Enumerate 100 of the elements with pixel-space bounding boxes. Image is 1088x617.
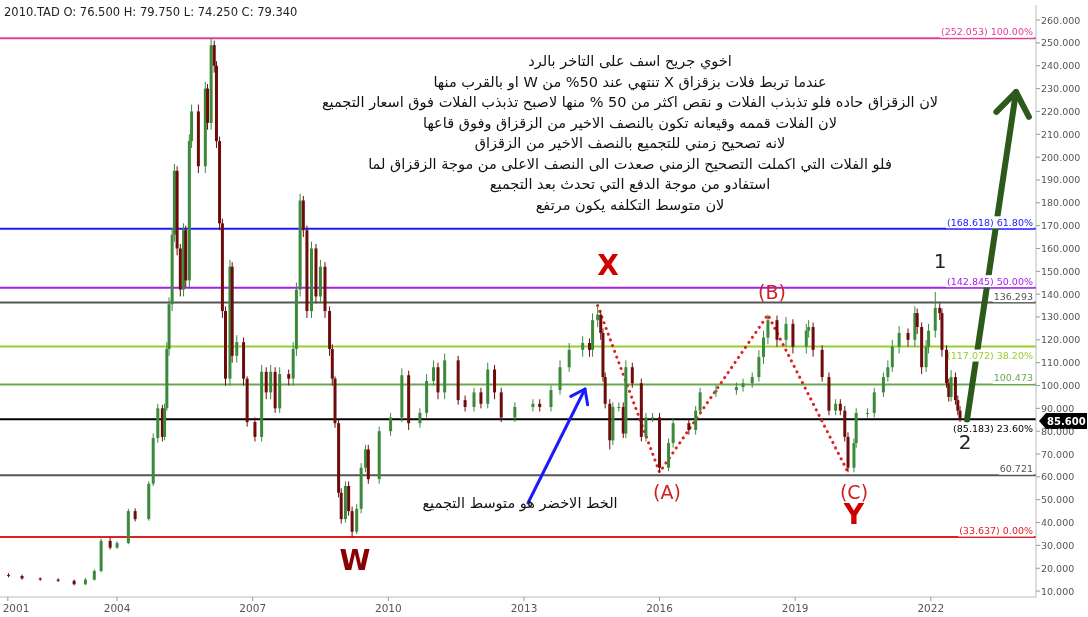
- candlestick: [269, 364, 273, 400]
- note: اخوي جريح اسف على التاخر بالرد: [528, 53, 732, 69]
- candlestick: [253, 416, 257, 442]
- candlestick: [418, 407, 422, 429]
- y-tick-label: 30.000: [1041, 539, 1075, 551]
- x-tick-label: 2019: [781, 602, 809, 614]
- y-tick-label: 20.000: [1041, 562, 1075, 574]
- candlestick: [741, 378, 745, 393]
- y-tick-label: 230.000: [1041, 83, 1081, 95]
- note: لانه تصحيح زمني للتجميع بالنصف الاخير من الزقزاق: [474, 135, 786, 151]
- candlestick: [235, 334, 239, 364]
- x-tick-label: 2022: [917, 602, 945, 614]
- note: الخط الاخضر هو متوسط التجميع: [422, 495, 618, 511]
- y-tick-label: 160.000: [1041, 242, 1081, 254]
- note: فلو الفلات التي اكملت التصحيح الزمني صعدت الى النصف الاعلى من موجة الزقزاق لما: [368, 155, 892, 172]
- candlestick: [355, 503, 359, 535]
- y-tick-label: 90.000: [1041, 402, 1075, 414]
- candlestick: [671, 418, 675, 449]
- ref-line-label: (252.053) 100.00%: [941, 26, 1033, 38]
- y-tick-label: 170.000: [1041, 220, 1081, 232]
- ref-line-label: (168.618) 61.80%: [947, 216, 1033, 228]
- candlestick: [472, 387, 476, 413]
- annotation: X: [597, 249, 620, 282]
- candlestick: [581, 335, 585, 358]
- y-tick-label: 250.000: [1041, 37, 1081, 49]
- note: لان الفلات قممه وقيعانه تكون بالنصف الاخير من الزقزاق وفوق قاعها: [423, 114, 837, 131]
- price-tag: 85.600: [1039, 413, 1087, 429]
- candlestick: [811, 321, 815, 358]
- candlestick: [906, 327, 910, 348]
- candlestick: [757, 349, 761, 383]
- candlestick: [694, 405, 698, 436]
- ref-line-label: 100.473: [993, 372, 1033, 384]
- candlestick: [364, 444, 368, 473]
- candlestick: [698, 387, 702, 416]
- annotation: W: [339, 544, 371, 577]
- y-tick-label: 100.000: [1041, 380, 1081, 392]
- note: لان الزقزاق حاده فلو تذبذب الفلات و نقص اكثر من 50 % منها لاصبح تذبذب الفلات فوق اسعار التجميع: [321, 94, 939, 110]
- candlestick: [775, 315, 779, 348]
- candlestick: [38, 576, 42, 582]
- candlestick: [804, 323, 808, 355]
- ref-line-label: (117.072) 38.20%: [947, 350, 1033, 362]
- candlestick: [479, 387, 483, 409]
- y-tick-label: 130.000: [1041, 311, 1081, 323]
- candlestick: [872, 387, 876, 418]
- candlestick: [630, 362, 634, 389]
- y-tick-label: 10.000: [1041, 585, 1075, 597]
- candlestick: [890, 339, 894, 373]
- x-tick-label: 2013: [510, 602, 538, 614]
- candlestick: [644, 412, 648, 442]
- candlestick: [493, 364, 497, 400]
- x-tick-label: 2004: [103, 602, 131, 614]
- x-tick-label: 2007: [239, 602, 267, 614]
- candlestick: [513, 401, 517, 423]
- candlestick: [432, 359, 436, 387]
- candlestick: [886, 359, 890, 383]
- y-tick-label: 190.000: [1041, 174, 1081, 186]
- y-tick-label: 120.000: [1041, 334, 1081, 346]
- candlestick: [463, 395, 467, 413]
- ref-line-label: (85.183) 23.60%: [953, 422, 1033, 434]
- note: عندما تربط فلات بزقزاق X تنتهي عند 50% من W او بالقرب منها: [433, 73, 827, 90]
- ref-line-label: 136.293: [993, 290, 1033, 302]
- x-tick-label: 2010: [374, 602, 402, 614]
- ref-line-label: (33.637) 0.00%: [959, 525, 1033, 537]
- y-tick-label: 240.000: [1041, 60, 1081, 72]
- y-tick-label: 220.000: [1041, 105, 1081, 117]
- chart-title: 2010.TAD O: 76.500 H: 79.750 L: 74.250 C: 79.340: [4, 5, 298, 19]
- y-tick-label: 150.000: [1041, 265, 1081, 277]
- y-tick-label: 70.000: [1041, 448, 1075, 460]
- y-tick-label: 260.000: [1041, 14, 1081, 26]
- candlestick: [791, 318, 795, 355]
- annotation: 1: [933, 249, 947, 273]
- candlestick: [389, 412, 393, 437]
- ref-line-label: 60.721: [999, 463, 1033, 475]
- candlestick: [531, 398, 535, 413]
- y-tick-label: 110.000: [1041, 357, 1081, 369]
- y-tick-label: 200.000: [1041, 151, 1081, 163]
- candlestick: [784, 316, 788, 348]
- candlestick: [549, 385, 553, 413]
- candlestick: [933, 291, 937, 339]
- y-tick-label: 60.000: [1041, 471, 1075, 483]
- candlestick: [587, 337, 591, 358]
- candlestick: [596, 305, 600, 328]
- note: استفادو من موجة الدفع التي تحدث بعد التجميع: [489, 176, 771, 192]
- annotation: (A): [653, 481, 681, 503]
- candlestick: [567, 342, 571, 373]
- y-tick-label: 40.000: [1041, 517, 1075, 529]
- candlestick: [881, 371, 885, 398]
- candlestick: [766, 314, 770, 345]
- ref-line-label: (142.845) 50.00%: [947, 275, 1033, 287]
- candlestick: [761, 330, 765, 365]
- candlestick: [264, 366, 268, 400]
- y-tick-label: 140.000: [1041, 288, 1081, 300]
- y-tick-label: 50.000: [1041, 494, 1075, 506]
- y-tick-label: 210.000: [1041, 128, 1081, 140]
- note: لان متوسط التكلفه يكون مرتفع: [535, 196, 725, 213]
- x-tick-label: 2001: [2, 602, 30, 614]
- candlestick: [915, 308, 919, 335]
- y-tick-label: 180.000: [1041, 197, 1081, 209]
- candlestick: [687, 418, 691, 436]
- x-tick-label: 2016: [646, 602, 674, 614]
